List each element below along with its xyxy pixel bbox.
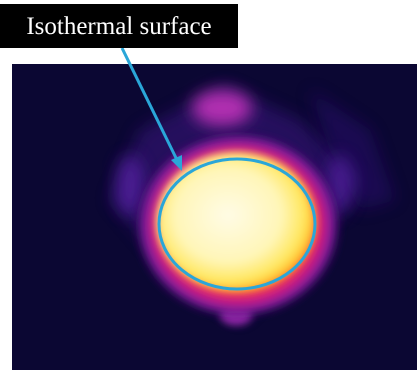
thermal-image (12, 64, 417, 370)
label: Isothermal surface (26, 13, 211, 40)
figure: Isothermal surface (0, 0, 417, 375)
